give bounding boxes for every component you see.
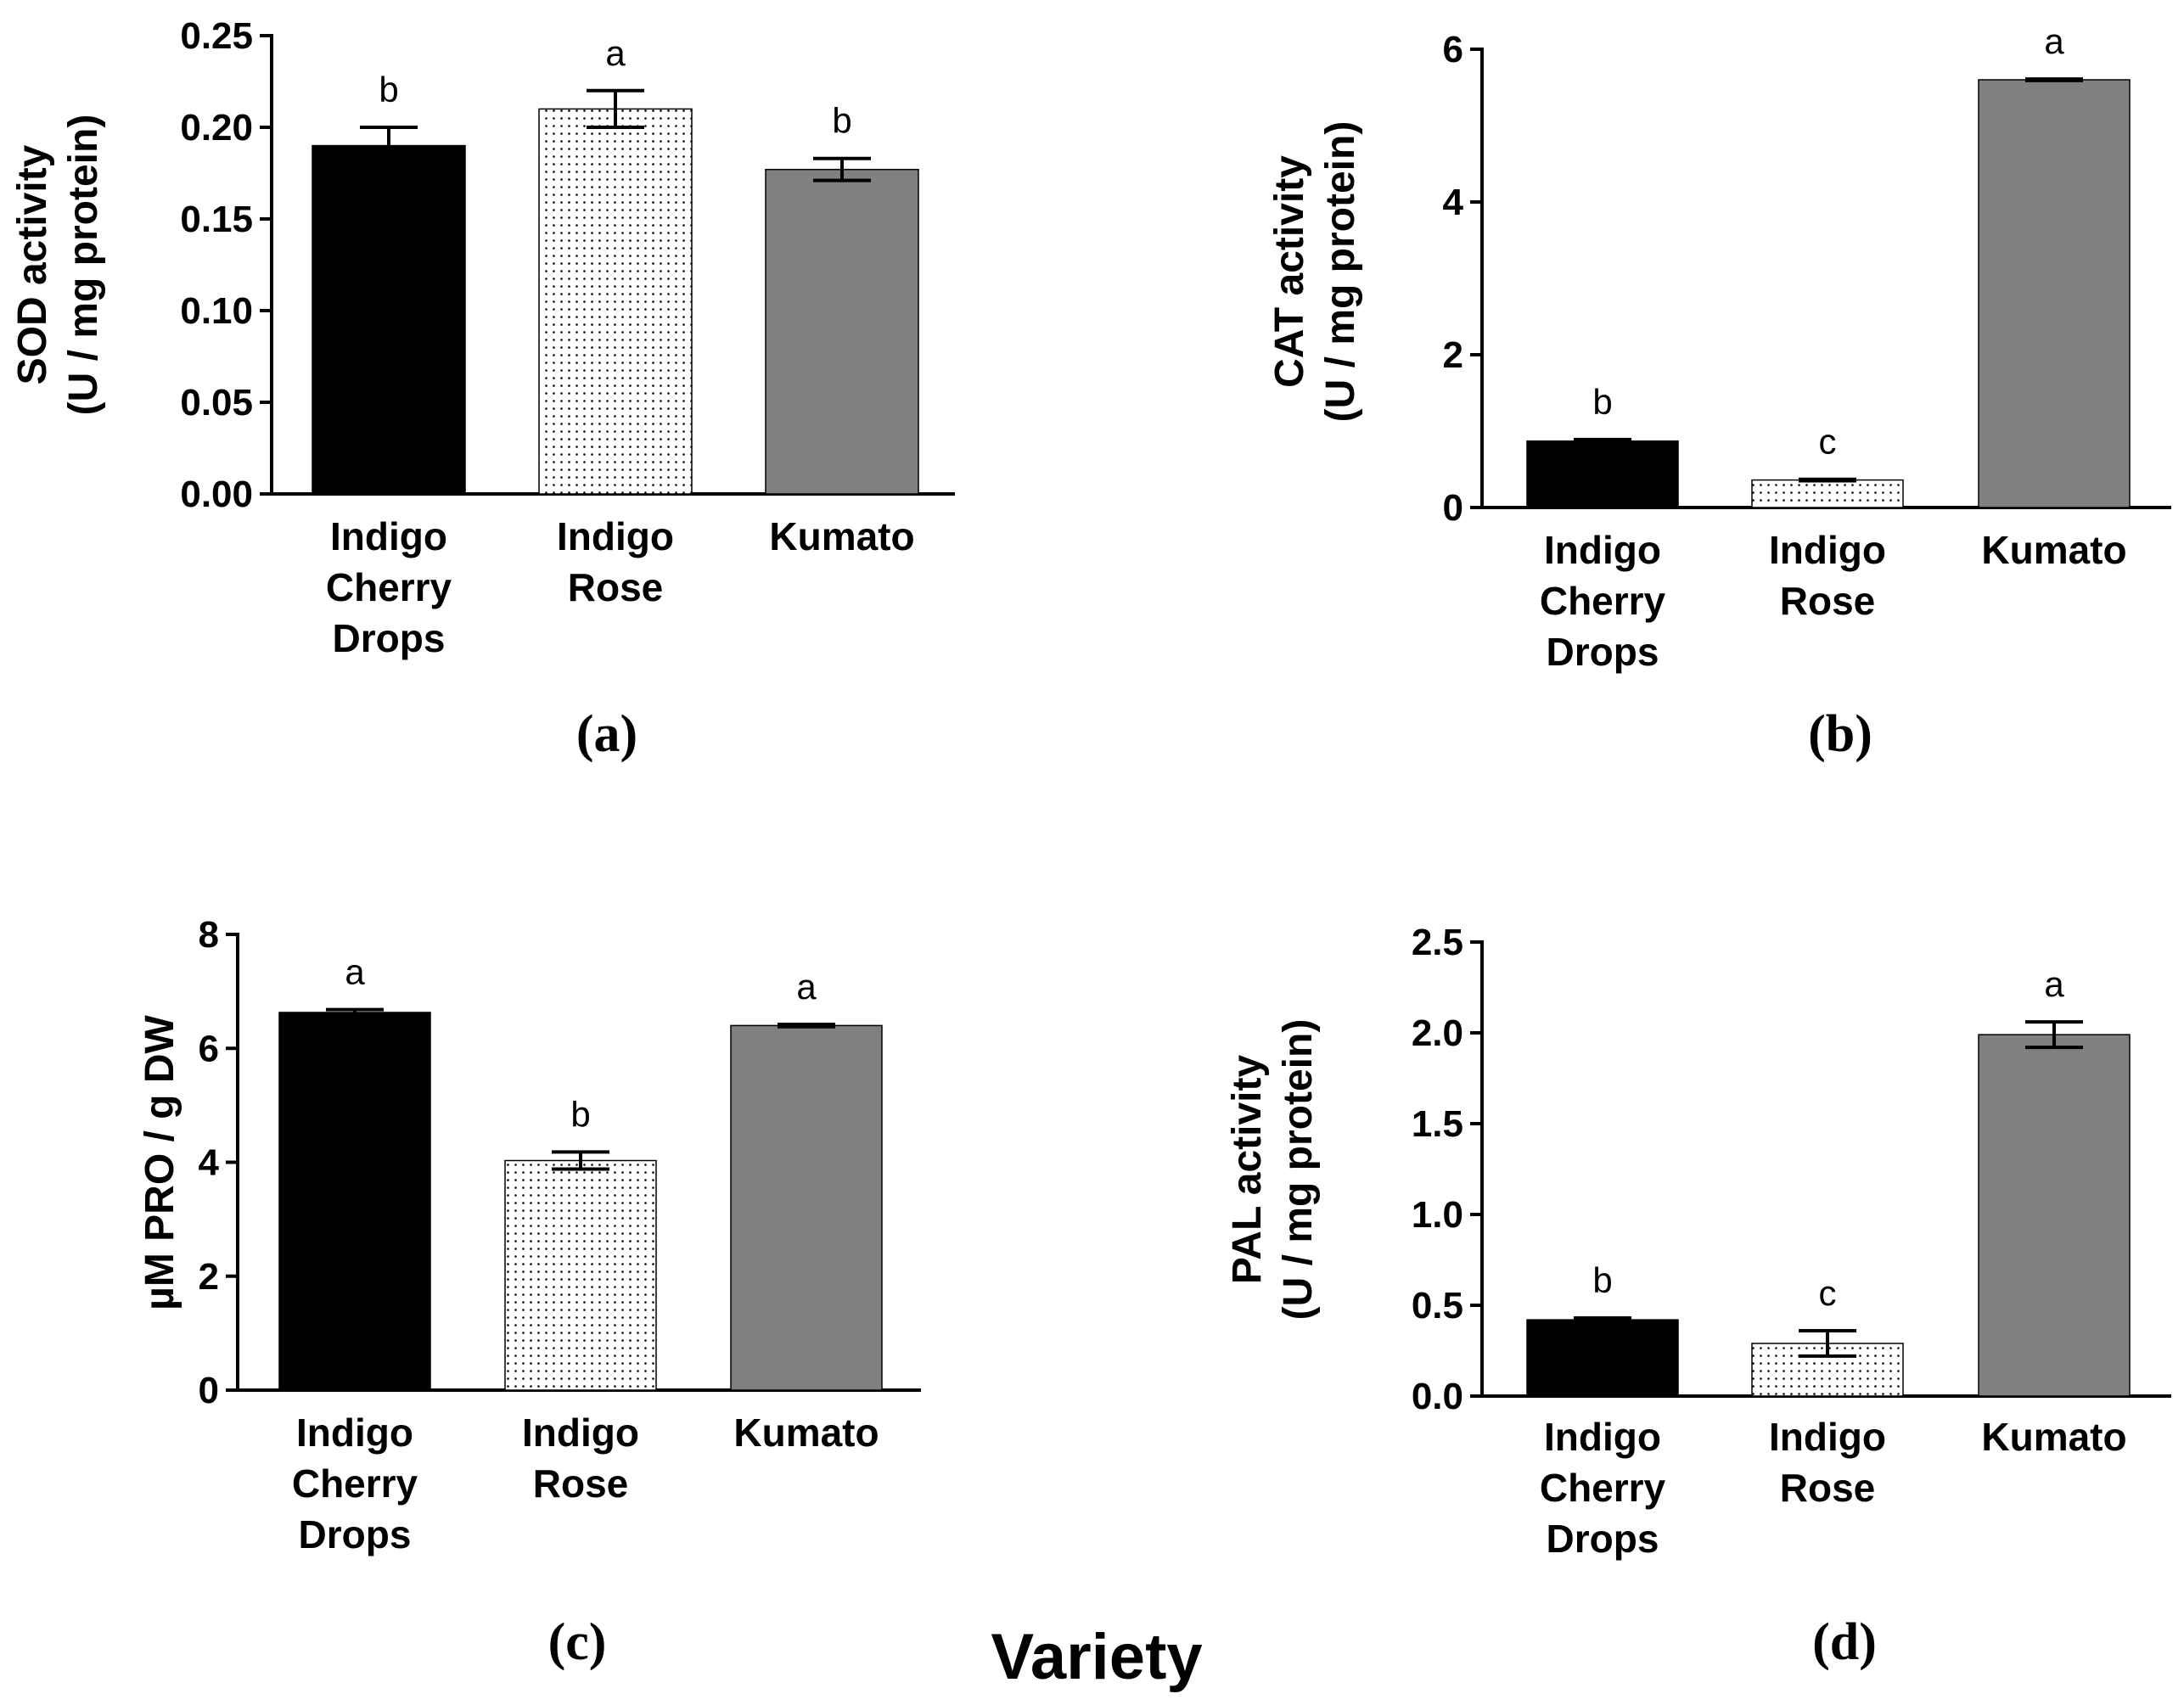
y-tick-label: 2.5 xyxy=(1412,922,1463,963)
panel-label: (c) xyxy=(548,1613,607,1671)
y-axis-title: PAL activity (U / mg protein) xyxy=(1225,1019,1321,1321)
significance-letter: b xyxy=(1592,382,1612,422)
bar xyxy=(1978,1034,2131,1397)
x-category-label: Indigo Rose xyxy=(557,514,674,609)
significance-letter: a xyxy=(2044,21,2064,61)
y-tick-label: 0.00 xyxy=(180,474,253,515)
y-tick-label: 0 xyxy=(199,1370,219,1411)
y-tick-label: 4 xyxy=(1443,182,1464,223)
bar xyxy=(504,1159,657,1391)
x-category-label: Indigo Rose xyxy=(522,1411,639,1506)
y-tick-label: 6 xyxy=(1443,29,1463,70)
significance-letter: b xyxy=(379,70,398,109)
y-tick-label: 1.0 xyxy=(1412,1194,1463,1236)
x-category-label: Indigo Cherry Drops xyxy=(1540,1415,1666,1561)
y-tick-label: 4 xyxy=(199,1142,220,1184)
y-tick-label: 2 xyxy=(1443,334,1463,376)
y-tick-label: 0.10 xyxy=(180,290,253,332)
x-category-label: Indigo Cherry Drops xyxy=(292,1411,418,1556)
chart-panel-1: 0.00 0.05 0.10 0.15 0.20 0.25 b Indigo Cherry Dro… xyxy=(10,15,955,763)
significance-letter: a xyxy=(345,952,365,992)
y-tick-label: 1.5 xyxy=(1412,1103,1463,1145)
bar xyxy=(1978,79,2131,508)
shared-x-axis-label: Variety xyxy=(991,1621,1202,1693)
panel-label: (b) xyxy=(1808,705,1872,763)
x-category-label: Kumato xyxy=(769,514,914,558)
y-tick-label: 0.20 xyxy=(180,107,253,149)
significance-letter: a xyxy=(2044,964,2064,1004)
panel-label: (d) xyxy=(1812,1613,1877,1671)
y-tick-label: 8 xyxy=(199,914,219,956)
significance-letter: a xyxy=(796,967,817,1007)
y-tick-label: 0.25 xyxy=(180,15,253,57)
significance-letter: c xyxy=(1819,1273,1837,1313)
y-tick-label: 6 xyxy=(199,1028,219,1069)
bar xyxy=(312,144,466,495)
bar xyxy=(1526,440,1679,508)
y-tick-label: 2 xyxy=(199,1256,219,1298)
y-tick-label: 0.0 xyxy=(1412,1376,1463,1417)
x-category-label: Indigo Cherry Drops xyxy=(1540,528,1666,674)
y-axis-title: CAT activity (U / mg protein) xyxy=(1267,121,1363,423)
significance-letter: b xyxy=(832,101,851,141)
x-category-label: Indigo Cherry Drops xyxy=(326,514,452,660)
bar xyxy=(538,108,693,495)
x-category-label: Kumato xyxy=(1981,528,2126,572)
y-tick-label: 0.5 xyxy=(1412,1285,1463,1326)
y-tick-label: 0 xyxy=(1443,487,1463,529)
bar xyxy=(765,168,919,495)
bar xyxy=(1526,1319,1679,1397)
x-category-label: Kumato xyxy=(1981,1415,2126,1459)
x-category-label: Kumato xyxy=(733,1411,879,1455)
x-category-label: Indigo Rose xyxy=(1769,1415,1886,1510)
bar xyxy=(278,1012,431,1391)
panel-label: (a) xyxy=(576,705,637,763)
y-tick-label: 0.05 xyxy=(180,382,253,423)
significance-letter: c xyxy=(1819,422,1837,462)
bar xyxy=(1751,479,1904,508)
chart-panel-2: 0 2 4 6 b Indigo Cherry Drops c Indigo Rose a Kumato… xyxy=(1267,21,2171,763)
significance-letter: b xyxy=(570,1094,590,1134)
y-tick-label: 2.0 xyxy=(1412,1012,1463,1054)
y-tick-label: 0.15 xyxy=(180,199,253,240)
x-category-label: Indigo Rose xyxy=(1769,528,1886,623)
bar xyxy=(730,1024,883,1391)
significance-letter: a xyxy=(605,33,626,73)
chart-panel-3: 0 2 4 6 8 a Indigo Cherry Drops b Indigo Rose a Kumat… xyxy=(138,914,921,1671)
y-axis-title: µM PRO / g DW xyxy=(138,1014,182,1310)
chart-panel-4: 0.0 0.5 1.0 1.5 2.0 2.5 b Indigo Cherry Drops c Ind… xyxy=(1225,922,2171,1671)
y-axis-title: SOD activity (U / mg protein) xyxy=(10,115,106,416)
significance-letter: b xyxy=(1592,1260,1612,1300)
